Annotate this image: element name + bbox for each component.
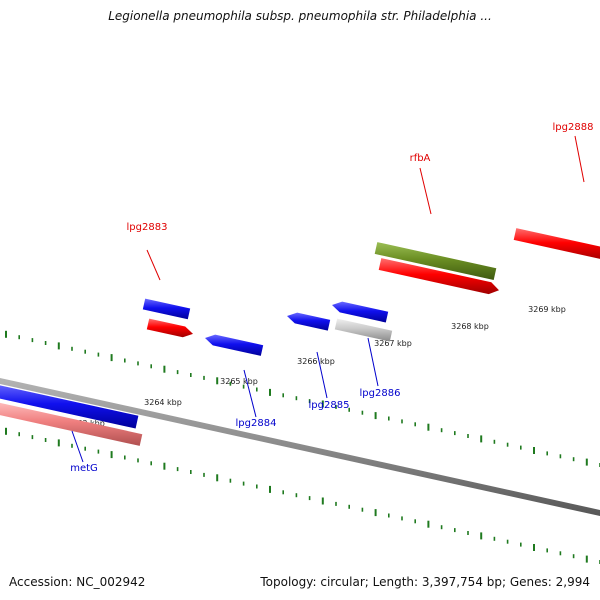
gene-label-rfbA[interactable]: rfbA <box>410 153 431 164</box>
ruler-label-3266: 3266 kbp <box>297 357 335 366</box>
map-title: Legionella pneumophila subsp. pneumophil… <box>108 9 492 23</box>
gene-arrow-lpg2884[interactable] <box>205 334 264 356</box>
label-leader-lines <box>71 135 585 463</box>
gene-features <box>0 228 600 446</box>
backbone <box>0 377 600 517</box>
genome-backbone <box>0 377 600 517</box>
gene-arrow-rfbA[interactable] <box>374 242 497 280</box>
leader-lpg2883 <box>146 249 161 281</box>
gene-arrow-lpg2888[interactable] <box>513 228 600 261</box>
gene-arrow-lpg2886-cds[interactable] <box>334 318 393 342</box>
gene-label-lpg2883[interactable]: lpg2883 <box>127 222 168 233</box>
gene-label-lpg2888[interactable]: lpg2888 <box>553 122 594 133</box>
gene-label-lpg2886[interactable]: lpg2886 <box>360 388 401 399</box>
gene-arrow-lpg2885[interactable] <box>287 312 331 331</box>
ruler-label-3265: 3265 kbp <box>220 377 258 386</box>
ruler-label-3268: 3268 kbp <box>451 322 489 331</box>
accession-text: Accession: NC_002942 <box>9 575 146 589</box>
forward-ruler-ticks <box>5 330 600 467</box>
gene-arrow-rfbA-cds[interactable] <box>378 258 499 295</box>
gene-label-lpg2884[interactable]: lpg2884 <box>236 418 277 429</box>
leader-lpg2888 <box>574 135 585 183</box>
leader-rfbA <box>419 167 432 215</box>
gene-arrow-metG[interactable] <box>0 384 139 429</box>
ruler-label-3264: 3264 kbp <box>144 398 182 407</box>
gene-label-metG[interactable]: metG <box>70 463 98 474</box>
ruler-label-3267: 3267 kbp <box>374 339 412 348</box>
leader-lpg2884 <box>243 369 257 418</box>
ruler-label-3269: 3269 kbp <box>528 305 566 314</box>
gene-arrow-lpg2883-cds[interactable] <box>146 318 193 338</box>
gene-label-lpg2885[interactable]: lpg2885 <box>309 400 350 411</box>
genome-summary-text: Topology: circular; Length: 3,397,754 bp… <box>260 575 590 589</box>
leader-lpg2885 <box>316 351 328 399</box>
leader-metG <box>71 430 84 463</box>
leader-lpg2886 <box>367 337 379 387</box>
reverse-ruler-ticks <box>5 427 600 564</box>
gene-arrow-lpg2883[interactable] <box>142 298 191 320</box>
gene-arrow-lpg2886[interactable] <box>332 301 389 323</box>
gene-arrow-metG-cds[interactable] <box>0 401 143 446</box>
